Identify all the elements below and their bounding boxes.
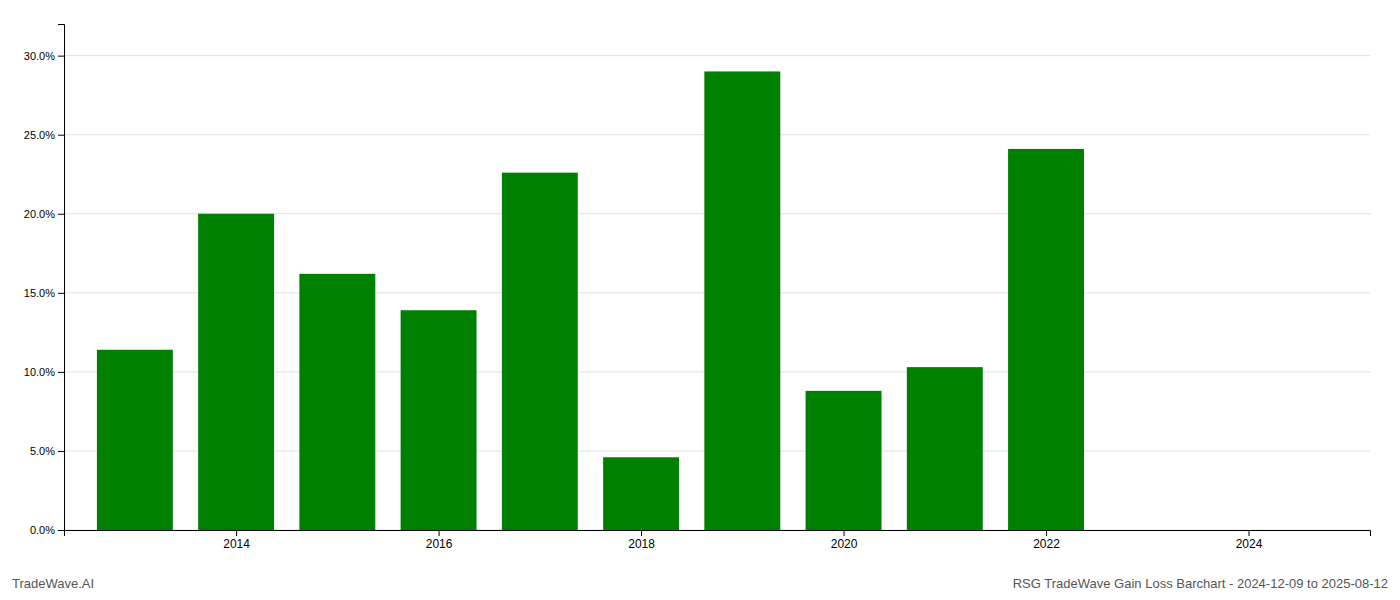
x-tick: 2016 <box>426 530 453 551</box>
y-tick-mark <box>58 135 64 136</box>
x-tick-label: 2018 <box>628 537 655 551</box>
bar <box>97 350 173 530</box>
y-tick: 30.0% <box>24 50 64 62</box>
y-tick-label: 30.0% <box>24 50 55 62</box>
x-tick-mark <box>641 530 642 536</box>
bar <box>907 367 983 530</box>
y-tick-mark <box>58 293 64 294</box>
bar <box>198 214 274 530</box>
grid <box>64 56 1370 530</box>
x-tick-label: 2020 <box>831 537 858 551</box>
y-tick-mark <box>58 530 64 531</box>
x-tick: 2024 <box>1236 530 1263 551</box>
y-tick: 15.0% <box>24 287 64 299</box>
x-tick-mark <box>1249 530 1250 536</box>
x-tick-label: 2014 <box>223 537 250 551</box>
x-axis: 2014 2016 2018 2020 2022 2024 <box>65 530 1371 551</box>
bar <box>806 391 882 530</box>
annotation: TradeWave.AI <box>12 576 94 591</box>
bar <box>704 71 780 530</box>
y-tick-mark <box>58 56 64 57</box>
x-tick-mark <box>844 530 845 536</box>
x-tick-label: 2024 <box>1236 537 1263 551</box>
bar <box>502 173 578 530</box>
grid-line <box>64 55 1370 56</box>
y-tick-mark <box>58 372 64 373</box>
x-tick-label: 2016 <box>426 537 453 551</box>
plot: 2014 2016 2018 2020 2022 2024 0.0% 5.0% 10.0% 15.… <box>24 25 1371 551</box>
x-tick-mark <box>439 530 440 536</box>
y-tick-label: 0.0% <box>30 524 55 536</box>
bar <box>1008 149 1084 530</box>
y-tick: 20.0% <box>24 208 64 220</box>
y-tick-label: 20.0% <box>24 208 55 220</box>
x-tick: 2014 <box>223 530 250 551</box>
y-tick: 0.0% <box>30 524 64 536</box>
y-tick: 5.0% <box>30 445 64 457</box>
x-tick: 2020 <box>831 530 858 551</box>
bar <box>401 310 477 530</box>
x-tick-label: 2022 <box>1033 537 1060 551</box>
bar <box>603 457 679 530</box>
y-axis-line <box>58 25 65 531</box>
x-axis-line <box>65 531 1371 537</box>
x-tick: 2018 <box>628 530 655 551</box>
bars <box>97 71 1084 530</box>
y-tick-label: 25.0% <box>24 129 55 141</box>
y-tick-label: 15.0% <box>24 287 55 299</box>
y-tick-mark <box>58 214 64 215</box>
y-axis: 0.0% 5.0% 10.0% 15.0% 20.0% 25.0% 30.0% <box>24 25 65 537</box>
y-tick: 10.0% <box>24 366 64 378</box>
y-tick-label: 5.0% <box>30 445 55 457</box>
y-tick: 25.0% <box>24 129 64 141</box>
x-tick-mark <box>1046 530 1047 536</box>
title: RSG TradeWave Gain Loss Barchart - 2024-… <box>1013 576 1388 591</box>
x-tick-mark <box>236 530 237 536</box>
chart: 2014 2016 2018 2020 2022 2024 0.0% 5.0% 10.0% 15.… <box>0 0 1400 600</box>
y-tick-label: 10.0% <box>24 366 55 378</box>
y-tick-mark <box>58 451 64 452</box>
bar <box>299 274 375 530</box>
x-tick: 2022 <box>1033 530 1060 551</box>
